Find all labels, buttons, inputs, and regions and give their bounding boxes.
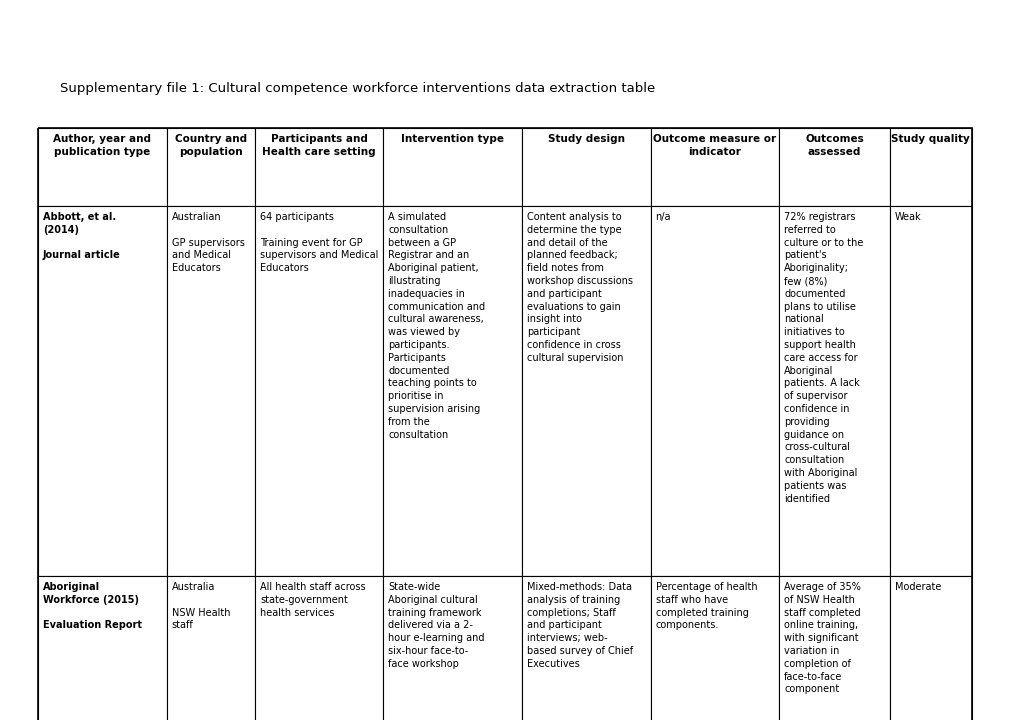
Text: n/a: n/a xyxy=(655,212,671,222)
Bar xyxy=(38,128,971,720)
Bar xyxy=(779,128,889,206)
Text: Outcome measure or
indicator: Outcome measure or indicator xyxy=(653,134,775,157)
Bar xyxy=(650,576,779,720)
Bar xyxy=(383,576,522,720)
Bar xyxy=(255,576,383,720)
Text: A simulated
consultation
between a GP
Registrar and an
Aboriginal patient,
illus: A simulated consultation between a GP Re… xyxy=(388,212,485,440)
Bar xyxy=(889,206,971,576)
Text: Weak: Weak xyxy=(894,212,920,222)
Text: Australian

GP supervisors
and Medical
Educators: Australian GP supervisors and Medical Ed… xyxy=(171,212,245,273)
Text: Study quality: Study quality xyxy=(891,134,969,144)
Text: Mixed-methods: Data
analysis of training
completions; Staff
and participant
inte: Mixed-methods: Data analysis of training… xyxy=(527,582,633,669)
Text: Country and
population: Country and population xyxy=(174,134,247,157)
Text: State-wide
Aboriginal cultural
training framework
delivered via a 2-
hour e-lear: State-wide Aboriginal cultural training … xyxy=(388,582,484,669)
Bar xyxy=(383,206,522,576)
Text: Aboriginal
Workforce (2015)

Evaluation Report: Aboriginal Workforce (2015) Evaluation R… xyxy=(43,582,142,631)
Text: Australia

NSW Health
staff: Australia NSW Health staff xyxy=(171,582,230,631)
Text: Study design: Study design xyxy=(547,134,625,144)
Bar xyxy=(38,128,166,206)
Text: Outcomes
assessed: Outcomes assessed xyxy=(804,134,863,157)
Bar xyxy=(522,206,650,576)
Bar xyxy=(38,576,166,720)
Text: Abbott, et al.
(2014)

Journal article: Abbott, et al. (2014) Journal article xyxy=(43,212,120,261)
Bar xyxy=(779,206,889,576)
Bar xyxy=(166,128,255,206)
Text: 72% registrars
referred to
culture or to the
patient's
Aboriginality;
few (8%)
d: 72% registrars referred to culture or to… xyxy=(784,212,863,503)
Bar xyxy=(889,128,971,206)
Text: Moderate: Moderate xyxy=(894,582,941,592)
Text: Supplementary file 1: Cultural competence workforce interventions data extractio: Supplementary file 1: Cultural competenc… xyxy=(60,82,654,95)
Bar xyxy=(166,206,255,576)
Text: Intervention type: Intervention type xyxy=(400,134,503,144)
Text: 64 participants

Training event for GP
supervisors and Medical
Educators: 64 participants Training event for GP su… xyxy=(260,212,378,273)
Bar xyxy=(255,206,383,576)
Bar xyxy=(650,128,779,206)
Bar xyxy=(255,128,383,206)
Bar xyxy=(166,576,255,720)
Bar xyxy=(650,206,779,576)
Text: Content analysis to
determine the type
and detail of the
planned feedback;
field: Content analysis to determine the type a… xyxy=(527,212,633,363)
Bar xyxy=(779,576,889,720)
Text: All health staff across
state-government
health services: All health staff across state-government… xyxy=(260,582,365,618)
Text: Author, year and
publication type: Author, year and publication type xyxy=(53,134,151,157)
Bar xyxy=(38,206,166,576)
Bar xyxy=(383,128,522,206)
Text: Participants and
Health care setting: Participants and Health care setting xyxy=(262,134,376,157)
Text: Average of 35%
of NSW Health
staff completed
online training,
with significant
v: Average of 35% of NSW Health staff compl… xyxy=(784,582,860,694)
Bar xyxy=(522,576,650,720)
Bar xyxy=(522,128,650,206)
Bar xyxy=(889,576,971,720)
Text: Percentage of health
staff who have
completed training
components.: Percentage of health staff who have comp… xyxy=(655,582,756,631)
